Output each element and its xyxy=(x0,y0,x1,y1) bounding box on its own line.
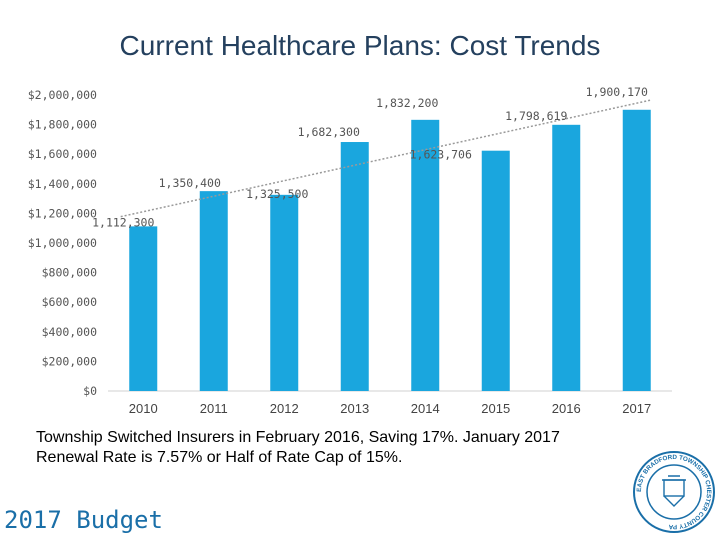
x-axis: 2010 2011 2012 2013 2014 2015 2016 2017 xyxy=(108,390,672,416)
chart-title: Current Healthcare Plans: Cost Trends xyxy=(119,30,601,61)
y-tick-label: $1,000,000 xyxy=(28,236,97,250)
y-tick-label: $600,000 xyxy=(42,295,97,309)
trendline xyxy=(120,99,652,218)
bars xyxy=(129,109,651,392)
footnote: Township Switched Insurers in February 2… xyxy=(36,428,656,468)
data-label-2010: 1,112,300 xyxy=(92,215,154,229)
bar-2016 xyxy=(552,124,581,392)
footnote-line-2: Renewal Rate is 7.57% or Half of Rate Ca… xyxy=(36,449,403,466)
y-tick-label: $2,000,000 xyxy=(28,88,97,102)
y-tick-label: $1,800,000 xyxy=(28,118,97,132)
data-label-2015: 1,623,706 xyxy=(410,148,472,162)
bar-2014 xyxy=(411,119,440,391)
bar-2010 xyxy=(129,226,158,391)
data-label-2011: 1,350,400 xyxy=(159,176,221,190)
y-tick-label: $1,200,000 xyxy=(28,206,97,220)
data-label-2012: 1,325,500 xyxy=(246,187,308,201)
bar-2017 xyxy=(622,109,651,391)
data-label-2013: 1,682,300 xyxy=(298,125,360,139)
x-tick-label: 2010 xyxy=(129,401,158,416)
data-label-2017: 1,900,170 xyxy=(586,85,648,99)
y-tick-label: $1,400,000 xyxy=(28,177,97,191)
bar-2012 xyxy=(270,194,299,391)
x-tick-label: 2012 xyxy=(270,401,299,416)
data-labels: 1,112,300 1,350,400 1,325,500 1,682,300 1,83… xyxy=(92,85,648,230)
budget-label: 2017 Budget xyxy=(4,506,163,534)
x-tick-label: 2016 xyxy=(552,401,581,416)
x-tick-label: 2017 xyxy=(622,401,651,416)
data-label-2014: 1,832,200 xyxy=(376,96,438,110)
bar-2015 xyxy=(481,150,510,391)
y-tick-label: $400,000 xyxy=(42,325,97,339)
y-tick-label: $200,000 xyxy=(42,354,97,368)
bar-2013 xyxy=(340,142,369,391)
data-label-2016: 1,798,619 xyxy=(505,109,567,123)
y-tick-label: $0 xyxy=(83,384,97,398)
x-tick-label: 2015 xyxy=(481,401,510,416)
bar-2011 xyxy=(199,191,228,391)
township-seal-logo: EAST BRADFORD TOWNSHIP CHESTER COUNTY PA xyxy=(633,451,715,533)
trendline-line xyxy=(120,99,652,218)
bar-chart: $0 $200,000 $400,000 $600,000 $800,000 $1,000… xyxy=(28,85,672,416)
footnote-line-1: Township Switched Insurers in February 2… xyxy=(36,429,560,446)
y-axis: $0 $200,000 $400,000 $600,000 $800,000 $1,000… xyxy=(28,88,97,398)
x-tick-label: 2014 xyxy=(411,401,440,416)
y-tick-label: $800,000 xyxy=(42,266,97,280)
x-tick-label: 2011 xyxy=(200,401,228,416)
y-tick-label: $1,600,000 xyxy=(28,147,97,161)
x-tick-label: 2013 xyxy=(340,401,369,416)
